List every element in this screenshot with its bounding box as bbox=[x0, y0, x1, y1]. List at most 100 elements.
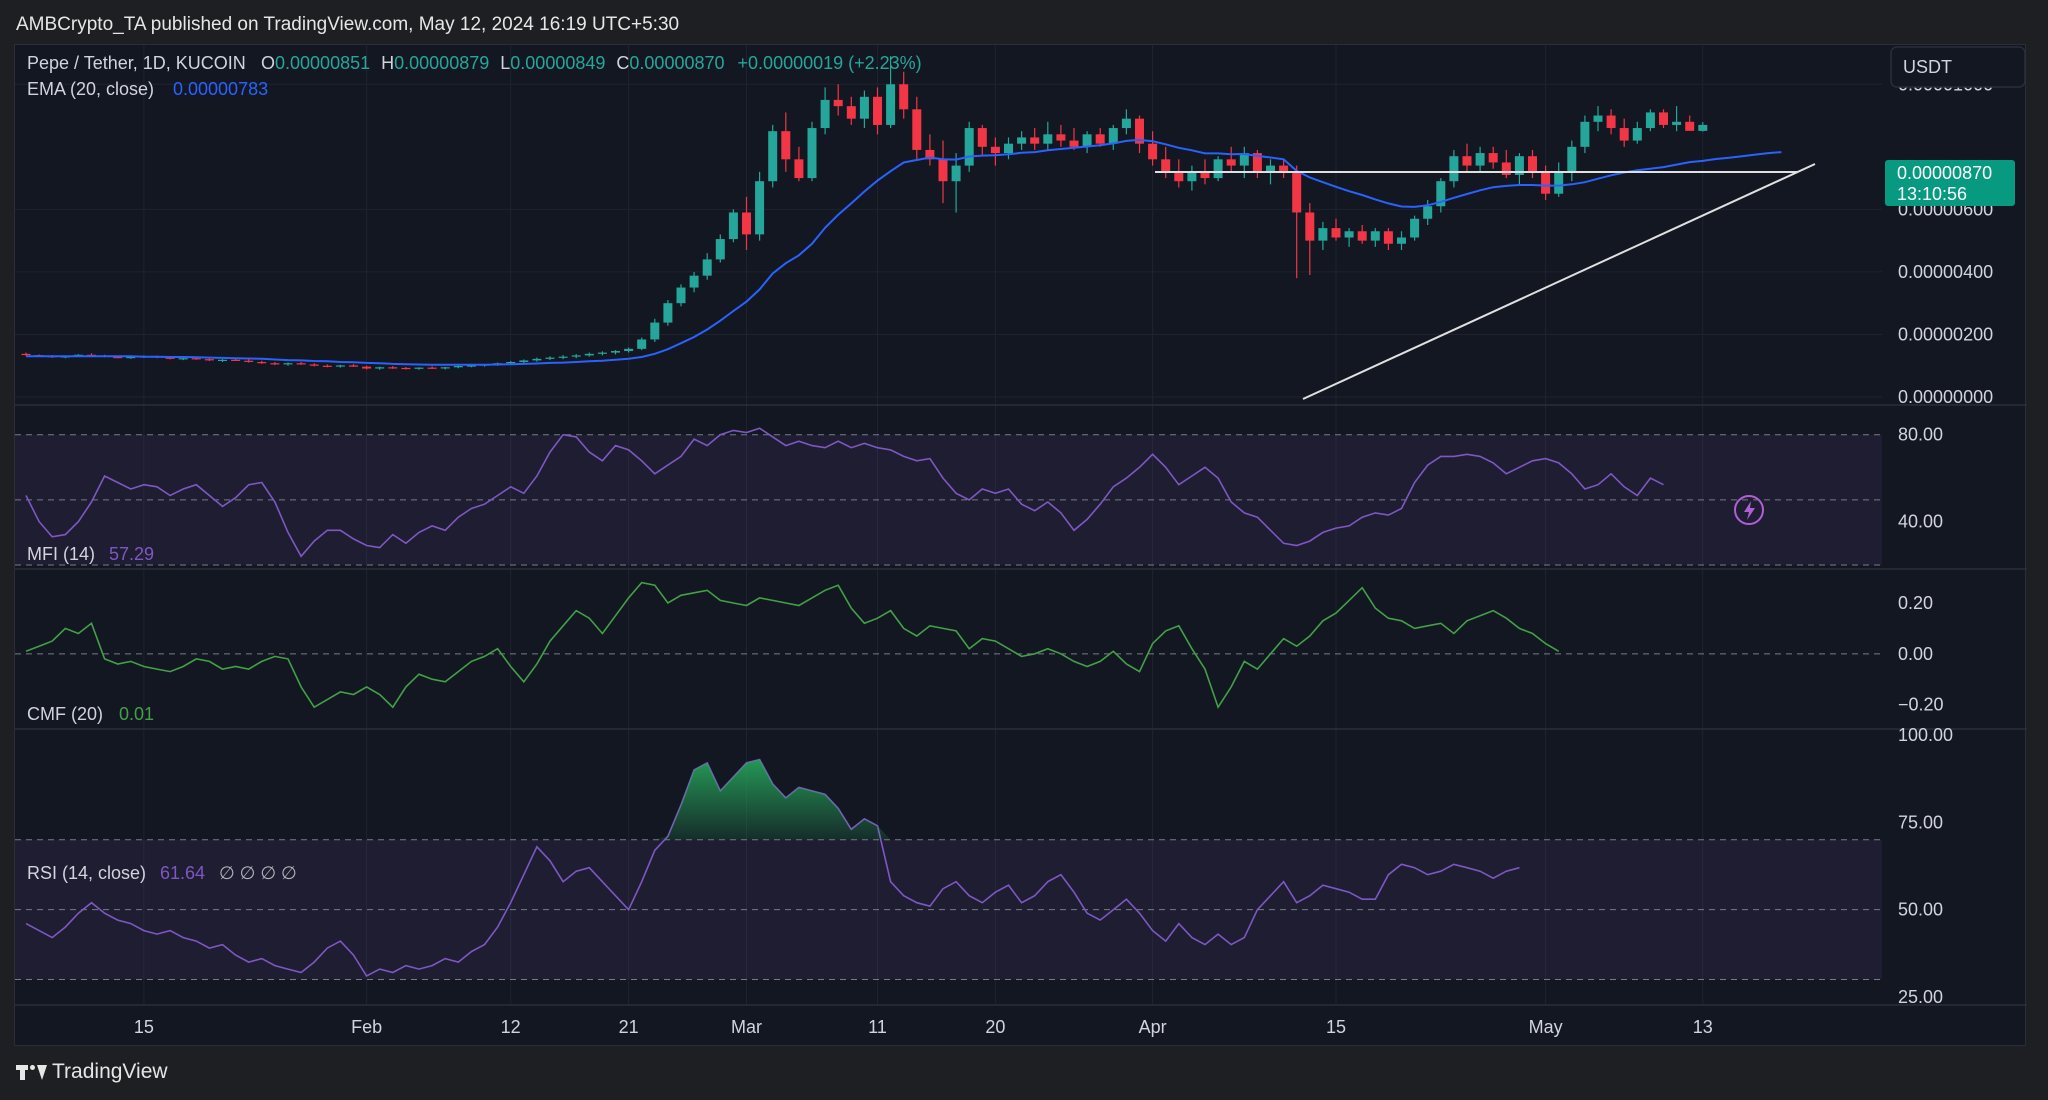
price-badge-countdown: 13:10:56 bbox=[1897, 184, 1967, 204]
price-axis-label: 0.00000400 bbox=[1898, 262, 1993, 282]
currency-button-label: USDT bbox=[1903, 57, 1952, 77]
candle-body bbox=[1659, 112, 1668, 125]
candle-body bbox=[990, 146, 1000, 154]
indicator-band-backgrounds bbox=[15, 434, 1882, 980]
price-badge-value: 0.00000870 bbox=[1897, 163, 1992, 183]
cmf-label[interactable]: CMF (20) bbox=[27, 704, 103, 724]
candle-body bbox=[951, 165, 961, 182]
candle-body bbox=[335, 365, 345, 367]
candle-body bbox=[191, 358, 201, 360]
x-axis-label: May bbox=[1529, 1017, 1563, 1037]
candle-body bbox=[899, 84, 909, 110]
trendlines bbox=[1155, 163, 1816, 400]
candle-body bbox=[1357, 231, 1367, 241]
price-axis-label: 0.00000000 bbox=[1898, 387, 1993, 407]
rsi-value: 61.64 bbox=[160, 863, 205, 883]
x-axis-label: 13 bbox=[1693, 1017, 1713, 1037]
candle-body bbox=[440, 367, 450, 369]
mfi-label[interactable]: MFI (14) bbox=[27, 544, 95, 564]
candle-body bbox=[873, 96, 882, 125]
mfi-value: 57.29 bbox=[109, 544, 154, 564]
published-header: AMBCrypto_TA published on TradingView.co… bbox=[16, 14, 680, 35]
candle-body bbox=[1318, 228, 1328, 241]
candle-body bbox=[1685, 121, 1695, 131]
rsi-axis-label: 75.00 bbox=[1898, 812, 1943, 832]
candle-body bbox=[1082, 134, 1092, 147]
chart-svg[interactable]: 0.000000000.000002000.000004000.00000600… bbox=[15, 45, 2027, 1047]
chart-frame[interactable]: 0.00000000 0.00000200 0.00000400 0.00000600… bbox=[14, 44, 2027, 1047]
candle-body bbox=[1344, 231, 1354, 238]
cmf-pane bbox=[15, 581, 1882, 710]
price-badge: 0.00000870 13:10:56 bbox=[1885, 160, 2015, 206]
candle-body bbox=[414, 367, 424, 369]
candle-body bbox=[466, 365, 476, 367]
candle-body bbox=[1121, 118, 1131, 129]
candle-body bbox=[584, 353, 594, 356]
rsi-overbought-fill bbox=[654, 759, 891, 840]
cmf-axis-label: 0.20 bbox=[1898, 593, 1933, 613]
price-axis-label: 0.00000200 bbox=[1898, 324, 1993, 344]
candle-body bbox=[165, 357, 175, 359]
candle-body bbox=[624, 348, 634, 352]
lightning-icon[interactable] bbox=[1734, 495, 1764, 525]
candle-body bbox=[506, 361, 516, 364]
tradingview-icon bbox=[16, 1062, 47, 1082]
candle-body bbox=[755, 181, 765, 235]
candle-body bbox=[820, 99, 830, 129]
candle-body bbox=[663, 303, 673, 323]
candle-body bbox=[768, 131, 778, 182]
candle-body bbox=[1619, 128, 1629, 141]
candle-body bbox=[859, 96, 869, 119]
support-trendline bbox=[1302, 163, 1816, 400]
currency-button[interactable]: USDT bbox=[1890, 46, 2026, 88]
candle-body bbox=[1475, 153, 1485, 166]
cmf-axis-label: 0.00 bbox=[1898, 644, 1933, 664]
close-label: C bbox=[616, 53, 629, 73]
open-value: 0.00000851 bbox=[275, 53, 370, 73]
candle-body bbox=[637, 339, 647, 349]
candle-body bbox=[257, 361, 267, 364]
candle-body bbox=[401, 367, 411, 370]
candle-body bbox=[886, 84, 896, 125]
x-axis-label: 15 bbox=[134, 1017, 154, 1037]
candle-body bbox=[1436, 181, 1446, 207]
rsi-axis-label: 50.00 bbox=[1898, 900, 1943, 920]
candle-body bbox=[244, 360, 254, 362]
candle-body bbox=[1187, 171, 1197, 182]
candle-body bbox=[1580, 121, 1590, 147]
candle-body bbox=[571, 355, 581, 357]
candle-body bbox=[1567, 146, 1577, 172]
candle-body bbox=[349, 365, 358, 367]
candle-body bbox=[1239, 153, 1249, 166]
candle-body bbox=[611, 351, 620, 353]
candle-body bbox=[1554, 171, 1564, 194]
cmf-value: 0.01 bbox=[119, 704, 154, 724]
candle-body bbox=[1488, 153, 1498, 163]
candle-body bbox=[833, 99, 843, 107]
candle-body bbox=[283, 363, 293, 365]
candle-body bbox=[650, 322, 660, 340]
candle-body bbox=[1095, 134, 1105, 144]
x-axis-label: Apr bbox=[1139, 1017, 1167, 1037]
candle-body bbox=[296, 363, 306, 365]
candle-body bbox=[1541, 171, 1551, 194]
tradingview-logo[interactable]: TradingView bbox=[16, 1060, 168, 1084]
candle-body bbox=[925, 149, 935, 160]
candle-body bbox=[702, 259, 712, 276]
rsi-extra-values: ∅ ∅ ∅ ∅ bbox=[219, 863, 297, 883]
candle-body bbox=[1279, 165, 1289, 172]
candle-body bbox=[532, 358, 542, 361]
candle-body bbox=[1305, 212, 1315, 241]
ema-label[interactable]: EMA (20, close) bbox=[27, 79, 154, 99]
candle-body bbox=[1423, 206, 1433, 219]
cmf-axis-label: −0.20 bbox=[1898, 695, 1944, 715]
rsi-label[interactable]: RSI (14, close) bbox=[27, 863, 146, 883]
candle-body bbox=[1501, 162, 1511, 175]
candle-body bbox=[388, 367, 398, 369]
candle-body bbox=[1135, 118, 1144, 144]
candle-body bbox=[309, 364, 319, 366]
candle-body bbox=[1383, 231, 1393, 244]
symbol-label[interactable]: Pepe / Tether, 1D, KUCOIN bbox=[27, 53, 246, 73]
rsi-axis-label: 25.00 bbox=[1898, 987, 1943, 1007]
candle-body bbox=[1213, 159, 1223, 179]
